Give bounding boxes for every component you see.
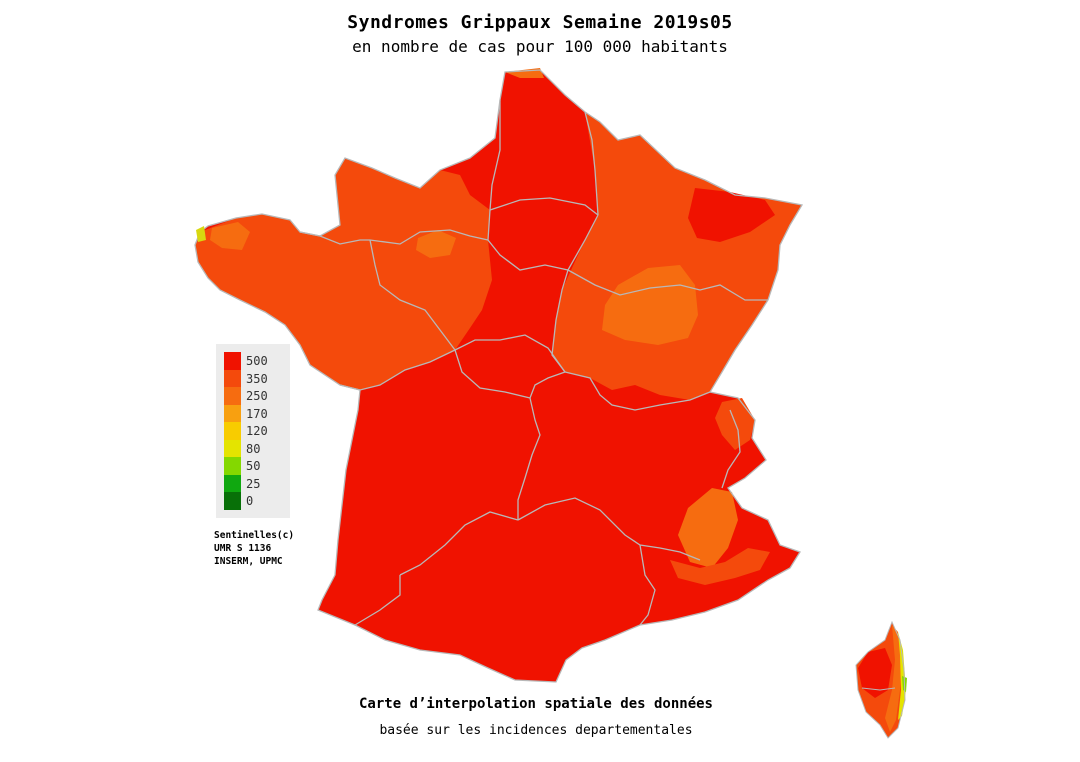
corsica xyxy=(855,620,907,739)
map-caption: Carte d’interpolation spatiale des donné… xyxy=(358,696,713,712)
legend-label: 25 xyxy=(246,476,261,491)
map-subtitle: en nombre de cas pour 100 000 habitants xyxy=(352,37,728,56)
legend-item: 50 xyxy=(216,457,290,475)
legend-item: 350 xyxy=(216,369,290,387)
legend-swatch xyxy=(224,352,241,370)
legend-item: 80 xyxy=(216,439,290,457)
legend-swatch xyxy=(224,369,241,387)
region-provence-high xyxy=(670,548,770,585)
legend-swatch xyxy=(224,404,241,422)
legend-swatch xyxy=(224,474,241,492)
legend-label: 120 xyxy=(246,424,268,438)
legend-label: 0 xyxy=(246,494,254,508)
legend-label: 350 xyxy=(246,371,268,386)
mainland-outline xyxy=(194,69,804,683)
credits: Sentinelles(c) UMR S 1136 INSERM, UPMC xyxy=(214,529,294,568)
legend-swatch xyxy=(224,422,241,440)
legend-item: 170 xyxy=(216,404,290,422)
region-brittany-mid xyxy=(210,222,250,250)
legend-label: 80 xyxy=(246,441,261,456)
legend-swatch xyxy=(224,439,241,457)
brittany-tip xyxy=(196,226,206,242)
region-east-red-pocket xyxy=(688,188,775,242)
legend: 500 350 250 170 120 80 50 25 0 xyxy=(216,344,290,518)
legend-swatch xyxy=(224,457,241,475)
region-normandy-mid xyxy=(416,230,456,258)
region-alps-mid xyxy=(678,488,738,568)
legend-label: 500 xyxy=(246,354,268,368)
legend-swatch xyxy=(224,492,241,510)
legend-item: 0 xyxy=(216,492,290,510)
map-title: Syndromes Grippaux Semaine 2019s05 xyxy=(347,12,733,33)
legend-label: 170 xyxy=(246,406,268,421)
credits-line-1: Sentinelles(c) xyxy=(214,530,295,541)
credits-line-2: UMR S 1136 xyxy=(214,543,272,554)
legend-item: 120 xyxy=(216,422,290,440)
map-subcaption: basée sur les incidences departementales xyxy=(379,723,693,738)
legend-item: 250 xyxy=(216,387,290,405)
credits-line-3: INSERM, UPMC xyxy=(214,556,283,567)
legend-swatch xyxy=(224,387,241,405)
legend-item: 25 xyxy=(216,474,290,492)
legend-label: 250 xyxy=(246,389,268,403)
legend-item: 500 xyxy=(216,352,290,370)
legend-label: 50 xyxy=(246,459,261,473)
